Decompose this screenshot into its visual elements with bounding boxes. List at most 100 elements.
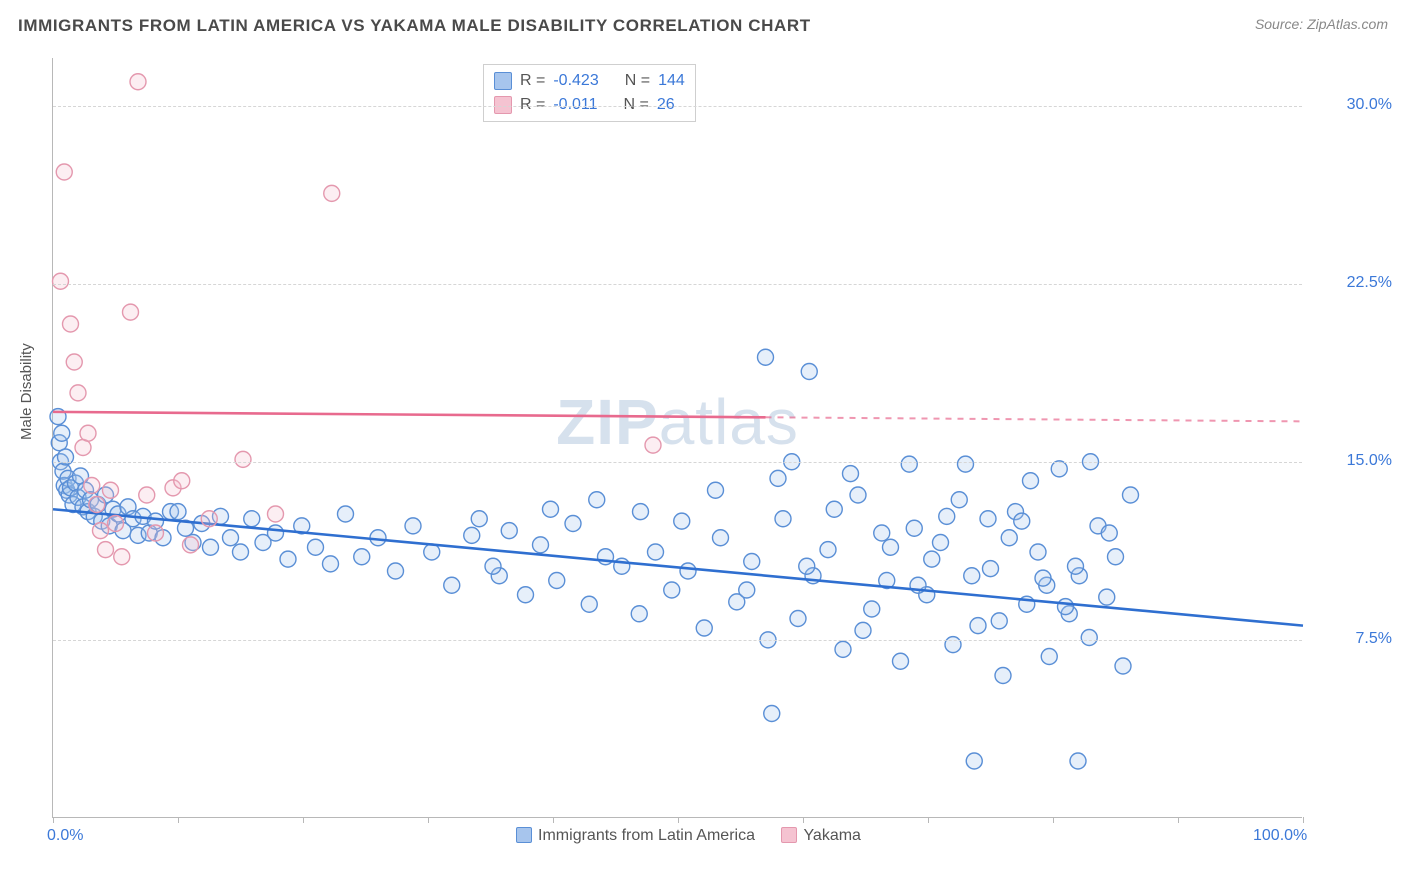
data-point <box>201 511 217 527</box>
data-point <box>1051 461 1067 477</box>
data-point <box>235 451 251 467</box>
data-point <box>53 273 69 289</box>
data-point <box>893 653 909 669</box>
gridline <box>53 106 1302 107</box>
data-point <box>444 577 460 593</box>
data-point <box>183 537 199 553</box>
data-point <box>589 492 605 508</box>
data-point <box>280 551 296 567</box>
y-tick-label: 15.0% <box>1312 452 1392 470</box>
x-tick-mark <box>1053 817 1054 823</box>
bottom-legend: Immigrants from Latin America Yakama <box>53 827 1302 845</box>
x-tick-mark <box>303 817 304 823</box>
data-point <box>405 518 421 534</box>
data-point <box>66 354 82 370</box>
data-point <box>966 753 982 769</box>
data-point <box>991 613 1007 629</box>
data-point <box>1041 649 1057 665</box>
y-tick-label: 7.5% <box>1312 630 1392 648</box>
data-point <box>268 525 284 541</box>
stats-legend-box: R = -0.423 N = 144 R = -0.011 N = 26 <box>483 64 696 122</box>
legend-swatch <box>494 72 512 90</box>
data-point <box>549 573 565 589</box>
data-point <box>174 473 190 489</box>
data-point <box>84 478 100 494</box>
plot-area: ZIPatlas R = -0.423 N = 144 R = -0.011 N… <box>52 58 1302 818</box>
data-point <box>770 470 786 486</box>
data-point <box>713 530 729 546</box>
data-point <box>581 596 597 612</box>
data-point <box>980 511 996 527</box>
data-point <box>424 544 440 560</box>
data-point <box>464 527 480 543</box>
data-point <box>1058 599 1074 615</box>
data-point <box>1070 753 1086 769</box>
data-point <box>696 620 712 636</box>
data-point <box>223 530 239 546</box>
data-point <box>148 525 164 541</box>
data-point <box>203 539 219 555</box>
title-bar: IMMIGRANTS FROM LATIN AMERICA VS YAKAMA … <box>18 16 1388 42</box>
regression-line-dashed <box>766 417 1304 421</box>
data-point <box>108 516 124 532</box>
data-point <box>1068 558 1084 574</box>
data-point <box>939 508 955 524</box>
data-point <box>1123 487 1139 503</box>
data-point <box>835 641 851 657</box>
y-tick-label: 22.5% <box>1312 274 1392 292</box>
data-point <box>874 525 890 541</box>
chart-title: IMMIGRANTS FROM LATIN AMERICA VS YAKAMA … <box>18 16 811 35</box>
data-point <box>924 551 940 567</box>
data-point <box>664 582 680 598</box>
data-point <box>56 164 72 180</box>
data-point <box>790 611 806 627</box>
data-point <box>170 504 186 520</box>
data-point <box>308 539 324 555</box>
data-point <box>1099 589 1115 605</box>
x-tick-mark <box>53 817 54 823</box>
x-tick-mark <box>678 817 679 823</box>
data-point <box>471 511 487 527</box>
data-point <box>1001 530 1017 546</box>
data-point <box>1023 473 1039 489</box>
x-tick-mark <box>803 817 804 823</box>
data-point <box>123 304 139 320</box>
data-point <box>139 487 155 503</box>
x-tick-mark <box>1303 817 1304 823</box>
data-point <box>1115 658 1131 674</box>
data-point <box>850 487 866 503</box>
regression-line <box>53 412 766 417</box>
data-point <box>964 568 980 584</box>
x-tick-mark <box>928 817 929 823</box>
data-point <box>268 506 284 522</box>
data-point <box>680 563 696 579</box>
data-point <box>820 542 836 558</box>
source-label: Source: ZipAtlas.com <box>1255 16 1388 32</box>
data-point <box>1101 525 1117 541</box>
data-point <box>764 706 780 722</box>
data-point <box>565 516 581 532</box>
data-point <box>533 537 549 553</box>
data-point <box>674 513 690 529</box>
data-point <box>324 185 340 201</box>
data-point <box>233 544 249 560</box>
x-tick-mark <box>428 817 429 823</box>
data-point <box>323 556 339 572</box>
data-point <box>338 506 354 522</box>
r-value: -0.423 <box>553 69 598 93</box>
data-point <box>1081 630 1097 646</box>
x-tick-mark <box>1178 817 1179 823</box>
y-axis-label: Male Disability <box>18 343 35 440</box>
x-tick-mark <box>553 817 554 823</box>
data-point <box>631 606 647 622</box>
data-point <box>901 456 917 472</box>
data-point <box>633 504 649 520</box>
data-point <box>388 563 404 579</box>
data-point <box>501 523 517 539</box>
data-point <box>103 482 119 498</box>
data-point <box>970 618 986 634</box>
legend-label: Immigrants from Latin America <box>538 827 755 844</box>
y-tick-label: 30.0% <box>1312 96 1392 114</box>
data-point <box>648 544 664 560</box>
x-tick-mark <box>178 817 179 823</box>
